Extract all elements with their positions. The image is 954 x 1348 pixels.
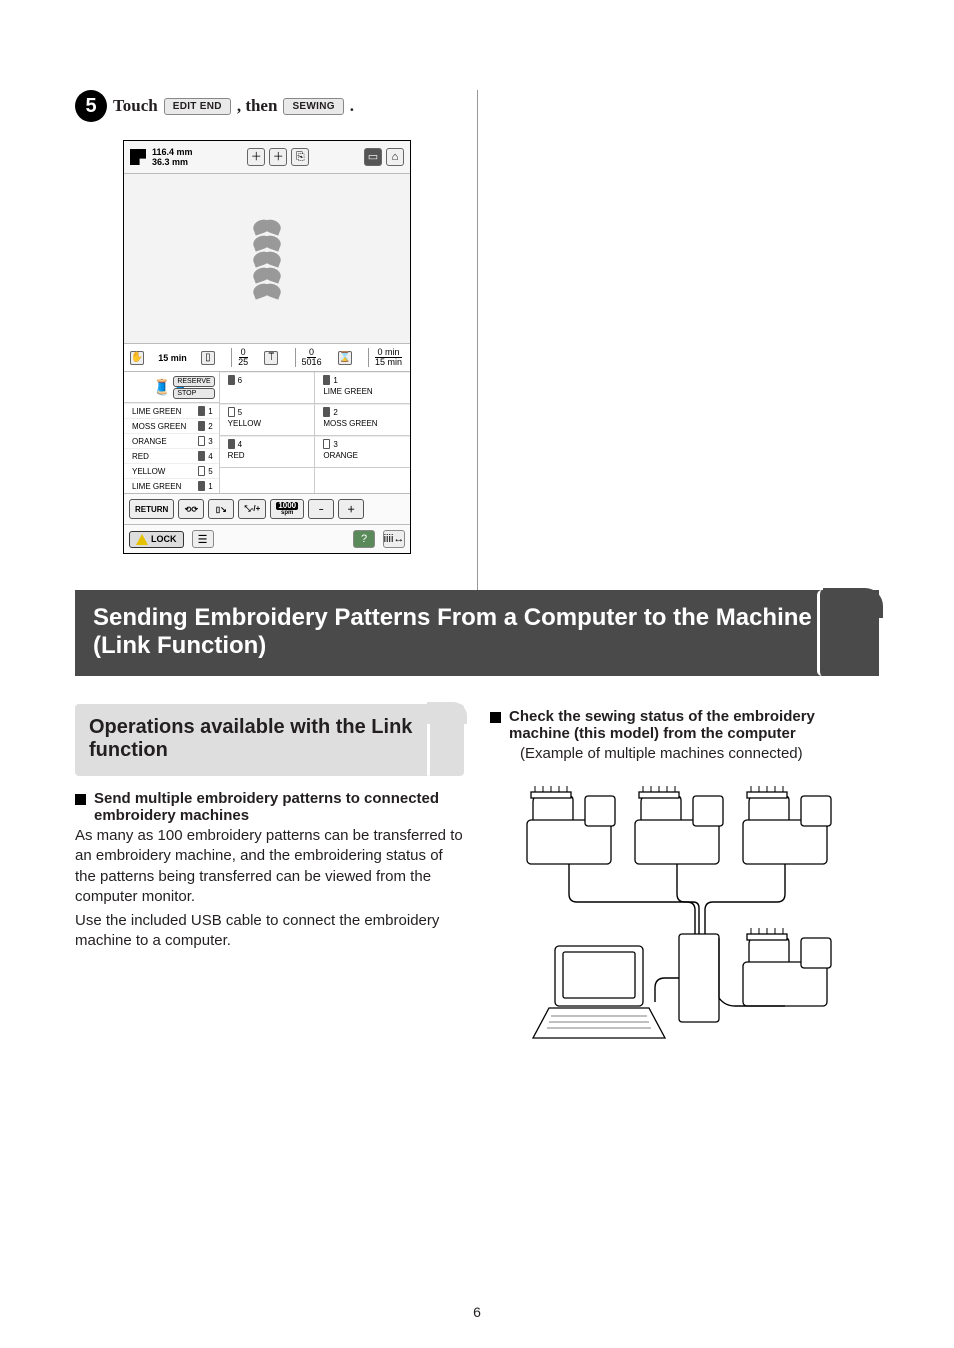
section-title-banner: Sending Embroidery Patterns From a Compu… <box>75 590 879 676</box>
position-button[interactable]: ▯↘ <box>208 499 234 519</box>
step-text-then: , then <box>237 96 278 116</box>
thread-row: MOSS GREEN2 <box>124 418 219 433</box>
step-number-badge: 5 <box>75 90 107 122</box>
subsection-title: Operations available with the Link funct… <box>89 716 412 761</box>
return-button[interactable]: RETURN <box>129 499 174 519</box>
thread-cell: 6 <box>220 372 315 387</box>
square-bullet-icon <box>490 712 501 723</box>
section-title: Sending Embroidery Patterns From a Compu… <box>93 604 812 659</box>
hoop-icon[interactable]: ☰ <box>192 530 214 548</box>
stop-button[interactable]: STOP <box>173 388 214 399</box>
step-text-touch: Touch <box>113 96 158 116</box>
size-icon <box>130 149 146 165</box>
thread-row: LIME GREEN1 <box>124 478 219 493</box>
left-para-2: Use the included USB cable to connect th… <box>75 911 464 952</box>
page-number: 6 <box>0 1304 954 1320</box>
thread-row: RED4 <box>124 448 219 463</box>
left-column: Operations available with the Link funct… <box>75 704 464 1063</box>
thread-cell-name: RED <box>220 451 315 462</box>
column-divider <box>477 90 478 612</box>
pattern-size: 116.4 mm 36.3 mm <box>130 147 193 167</box>
speed-display: 1000 spm <box>270 499 304 519</box>
stitch-progress: 0 5016 <box>295 348 324 367</box>
thread-cell-name: ORANGE <box>315 451 410 462</box>
warning-icon <box>136 534 148 545</box>
thread-cell: 5 <box>220 404 315 419</box>
hand-icon[interactable]: ✋ <box>130 351 144 365</box>
needle-icon: ⟙ <box>264 351 278 365</box>
lock-button[interactable]: LOCK <box>129 531 184 548</box>
thread-row: ORANGE3 <box>124 433 219 448</box>
thread-cell-name: YELLOW <box>220 419 315 430</box>
mm-label-1: mm <box>177 147 193 157</box>
leaf-pattern <box>253 220 281 297</box>
thread-cell: 3 <box>315 436 410 451</box>
lcd-status-bar: ✋ 15 min ▯ 0 25 ⟙ 0 5016 ⌛ 0 min 15 min <box>124 344 410 372</box>
thread-row: YELLOW5 <box>124 463 219 478</box>
right-column: Check the sewing status of the embroider… <box>490 704 879 1063</box>
lcd-lock-bar: LOCK ☰ ? іііі↔ <box>124 524 410 553</box>
connection-diagram <box>515 778 855 1063</box>
sewing-button[interactable]: SEWING <box>283 98 343 115</box>
thread-cell: 4 <box>220 436 315 451</box>
needle-bar-icon[interactable]: іііі↔ <box>383 530 405 548</box>
machine-lcd: 116.4 mm 36.3 mm ＋ ＋ ⎘ ▭ ⌂ ✋ 15 min ▯ 0 … <box>123 140 411 554</box>
thread-cell: 2 <box>315 404 410 419</box>
left-heading: Send multiple embroidery patterns to con… <box>75 790 464 824</box>
right-sub: (Example of multiple machines connected) <box>520 744 879 764</box>
right-heading: Check the sewing status of the embroider… <box>490 708 879 742</box>
color-progress: 0 25 <box>231 348 250 367</box>
mm-label-2: mm <box>172 157 188 167</box>
step-text-period: . <box>350 96 354 116</box>
zoom-out-button[interactable]: ＋ <box>247 148 265 166</box>
lcd-bottom-bar: RETURN ⟲⟳ ▯↘ ⤡-/+ 1000 spm − ＋ <box>124 493 410 524</box>
page-icon: ▯ <box>201 351 215 365</box>
speed-plus-button[interactable]: ＋ <box>338 499 364 519</box>
zoom-in-button[interactable]: ＋ <box>269 148 287 166</box>
home-button[interactable]: ⌂ <box>386 148 404 166</box>
thread-icon[interactable]: ⎘ <box>291 148 309 166</box>
thread-columns: 🧵🧵 RESERVE STOP LIME GREEN1MOSS GREEN2OR… <box>124 372 410 493</box>
thread-col-mid: 6 5YELLOW 4RED <box>220 372 316 493</box>
preview-button[interactable]: ▭ <box>364 148 382 166</box>
time-remaining: 0 min 15 min <box>368 348 404 367</box>
square-bullet-icon <box>75 794 86 805</box>
status-time: 15 min <box>158 353 187 363</box>
right-heading-text: Check the sewing status of the embroider… <box>509 708 815 742</box>
thread-cell: 1 <box>315 372 410 387</box>
thread-col-left: 🧵🧵 RESERVE STOP LIME GREEN1MOSS GREEN2OR… <box>124 372 220 493</box>
thread-cell-name: LIME GREEN <box>315 387 410 398</box>
step-button[interactable]: ⤡-/+ <box>238 499 266 519</box>
lcd-top-bar: 116.4 mm 36.3 mm ＋ ＋ ⎘ ▭ ⌂ <box>124 141 410 174</box>
thread-cell-name: MOSS GREEN <box>315 419 410 430</box>
diagram-svg <box>515 778 855 1058</box>
left-para-1: As many as 100 embroidery patterns can b… <box>75 826 464 907</box>
reserve-button[interactable]: RESERVE <box>173 376 214 387</box>
subsection-banner: Operations available with the Link funct… <box>75 704 464 776</box>
left-heading-text: Send multiple embroidery patterns to con… <box>94 790 464 824</box>
size-height: 116.4 <box>152 147 174 157</box>
mirror-button[interactable]: ⟲⟳ <box>178 499 204 519</box>
speed-minus-button[interactable]: − <box>308 499 334 519</box>
pattern-canvas <box>124 174 410 344</box>
thread-row: LIME GREEN1 <box>124 403 219 418</box>
thread-col-right: 1LIME GREEN 2MOSS GREEN 3ORANGE <box>315 372 410 493</box>
size-width: 36.3 <box>152 157 170 167</box>
hourglass-icon: ⌛ <box>338 351 352 365</box>
help-icon[interactable]: ? <box>353 530 375 548</box>
edit-end-button[interactable]: EDIT END <box>164 98 231 115</box>
